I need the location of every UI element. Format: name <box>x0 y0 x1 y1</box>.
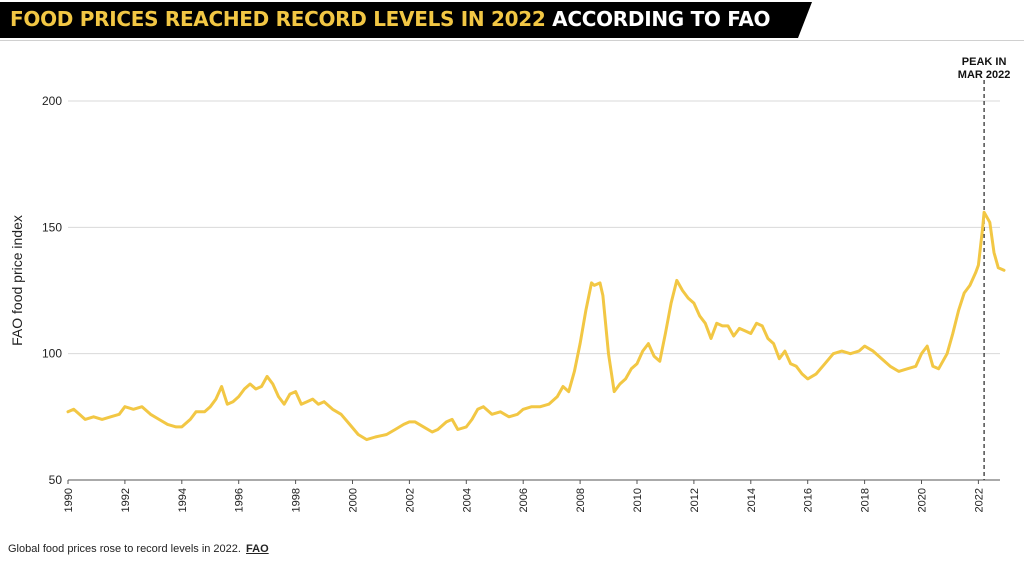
x-tick-label-2010: 2010 <box>632 488 644 512</box>
x-tick-label-2014: 2014 <box>746 488 758 512</box>
y-axis-title: FAO food price index <box>9 215 25 346</box>
grid <box>68 100 1000 481</box>
caption: Global food prices rose to record levels… <box>8 543 269 555</box>
x-tick-label-1998: 1998 <box>291 488 303 512</box>
peak-label-line1: PEAK IN <box>962 56 1007 68</box>
x-tick-label-2004: 2004 <box>461 488 473 512</box>
y-tick-label-200: 200 <box>42 94 62 108</box>
x-tick-label-2006: 2006 <box>518 488 530 512</box>
y-tick-label-50: 50 <box>49 473 63 487</box>
x-tick-label-1990: 1990 <box>63 488 75 512</box>
header-divider <box>0 40 1024 41</box>
y-tick-label-100: 100 <box>42 347 62 361</box>
series-line-0 <box>66 210 1006 442</box>
chart-title-highlight: FOOD PRICES REACHED RECORD LEVELS IN 202… <box>10 7 546 31</box>
x-tick-label-1996: 1996 <box>234 488 246 512</box>
x-tick-label-1992: 1992 <box>120 488 132 512</box>
axes: 50 100 150 200 1990 1992 1994 1996 1998 2000 2002 2… <box>9 94 985 512</box>
y-tick-label-150: 150 <box>42 220 62 234</box>
x-tick-label-2002: 2002 <box>404 488 416 512</box>
x-tick-label-2018: 2018 <box>860 488 872 512</box>
chart-title: FOOD PRICES REACHED RECORD LEVELS IN 202… <box>10 6 771 32</box>
x-tick-label-2016: 2016 <box>803 488 815 512</box>
x-tick-label-2012: 2012 <box>689 488 701 512</box>
series <box>66 210 1006 442</box>
title-banner <box>0 2 812 38</box>
x-tick-label-1994: 1994 <box>177 488 189 512</box>
x-tick-label-2022: 2022 <box>973 488 985 512</box>
x-tick-label-2020: 2020 <box>917 488 929 512</box>
source-link[interactable]: FAO <box>246 543 269 555</box>
x-tick-label-2000: 2000 <box>348 488 360 512</box>
x-tick-label-2008: 2008 <box>575 488 587 512</box>
caption-text: Global food prices rose to record levels… <box>8 543 241 555</box>
chart-title-rest: ACCORDING TO FAO <box>552 7 771 31</box>
peak-label-line2: MAR 2022 <box>958 69 1011 81</box>
